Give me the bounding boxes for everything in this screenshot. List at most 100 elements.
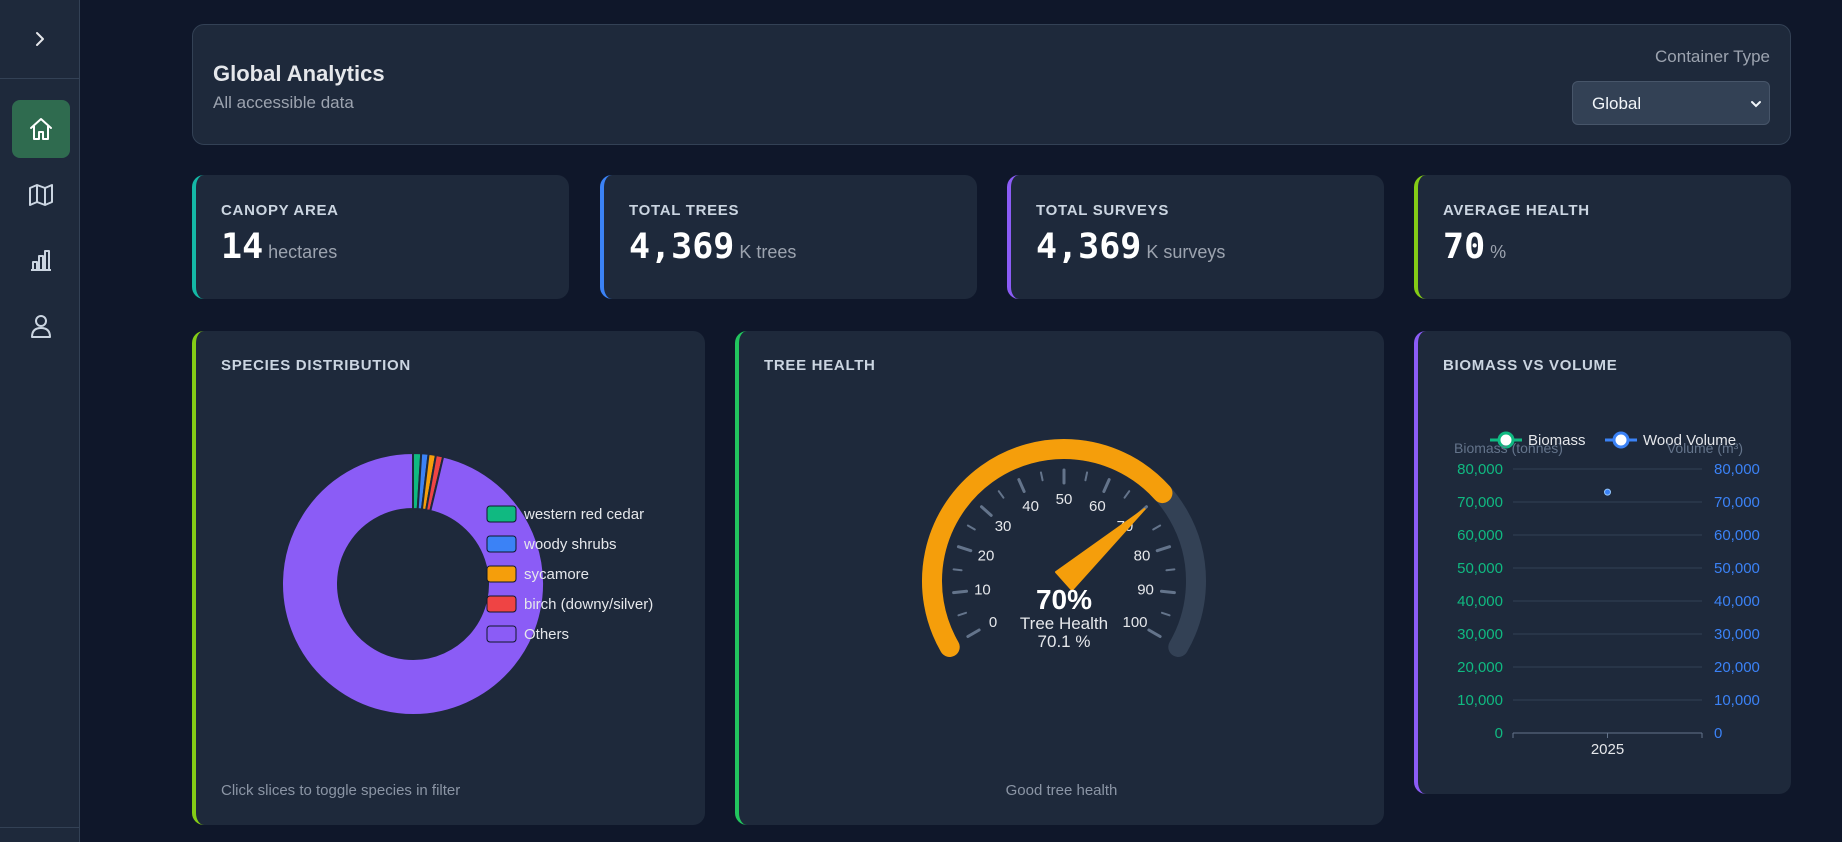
gauge-tick-label: 60	[1089, 498, 1106, 515]
stat-card-canopy-area: CANOPY AREA 14 hectares	[192, 175, 569, 299]
biomass-volume-panel: BIOMASS VS VOLUME Biomass Wood Volume Biom…	[1414, 331, 1791, 794]
x-tick-label: 2025	[1591, 741, 1624, 758]
y2-tick-label: 20,000	[1714, 659, 1760, 676]
sidebar-expand-button[interactable]	[0, 0, 80, 79]
gauge-tick	[997, 490, 1005, 499]
legend-marker	[1497, 431, 1515, 449]
y-tick-label: 70,000	[1457, 494, 1503, 511]
y-tick-label: 80,000	[1457, 461, 1503, 478]
gauge-name: Tree Health	[1020, 614, 1108, 633]
gauge-tick	[980, 505, 993, 517]
gauge-tick	[957, 611, 968, 617]
gauge-tick	[1039, 471, 1044, 482]
gauge-tick-label: 20	[978, 548, 995, 565]
gauge-tick	[1159, 589, 1176, 595]
donut-slice[interactable]	[281, 452, 545, 716]
legend-label: Biomass	[1528, 432, 1586, 449]
y-tick-label: 30,000	[1457, 626, 1503, 643]
stat-value: 70	[1443, 227, 1486, 267]
gauge-detail: 70.1 %	[1038, 632, 1091, 651]
gauge-tick-label: 10	[974, 582, 991, 599]
stat-label: TOTAL TREES	[629, 202, 740, 219]
stat-unit: K trees	[739, 242, 797, 262]
gauge-tick	[1084, 471, 1089, 482]
stat-value: 4,369	[629, 227, 735, 267]
sidebar	[0, 0, 80, 842]
stat-unit: hectares	[268, 242, 338, 262]
sidebar-item-profile[interactable]	[12, 297, 70, 355]
y-tick-label: 50,000	[1457, 560, 1503, 577]
gauge-tick	[1147, 628, 1162, 638]
page-subtitle: All accessible data	[213, 93, 354, 112]
gauge-tick	[966, 524, 976, 531]
stat-label: CANOPY AREA	[221, 202, 339, 219]
legend-swatch[interactable]	[486, 505, 517, 523]
tree-health-panel: TREE HEALTH 010203040506070809010070%Tre…	[735, 331, 1384, 825]
y-axis-title: Biomass (tonnes)	[1454, 440, 1563, 456]
stat-value: 4,369	[1036, 227, 1142, 267]
legend-swatch[interactable]	[486, 595, 517, 613]
gauge-tick	[956, 545, 973, 553]
species-distribution-panel: SPECIES DISTRIBUTION western red cedar wo…	[192, 331, 705, 825]
data-point	[1604, 488, 1611, 496]
y-tick-label: 60,000	[1457, 527, 1503, 544]
stat-value: 14	[221, 227, 264, 267]
biomass-volume-chart: Biomass Wood Volume Biomass (tonnes) Volume…	[1454, 431, 1760, 758]
legend-marker	[1612, 431, 1630, 449]
bar-chart-icon	[31, 250, 51, 271]
stat-card-average-health: AVERAGE HEALTH 70%	[1414, 175, 1791, 299]
legend-swatch[interactable]	[486, 565, 517, 583]
y-tick-label: 0	[1495, 725, 1503, 742]
legend-label: western red cedar	[523, 506, 644, 523]
health-status-text: Good tree health	[1005, 782, 1118, 799]
y2-tick-label: 70,000	[1714, 494, 1760, 511]
sidebar-item-map[interactable]	[12, 166, 70, 224]
container-type-value: Global	[1592, 94, 1642, 113]
legend-label: birch (downy/silver)	[524, 596, 653, 613]
stat-unit: %	[1490, 242, 1507, 262]
legend-swatch[interactable]	[486, 535, 517, 553]
gauge-tick-label: 30	[995, 518, 1012, 535]
gauge-tick	[952, 568, 963, 572]
sidebar-item-home[interactable]	[12, 100, 70, 158]
sidebar-item-analytics[interactable]	[12, 231, 70, 289]
gauge-tick-label: 100	[1122, 614, 1147, 631]
panel-title: SPECIES DISTRIBUTION	[221, 357, 411, 374]
panel-title: TREE HEALTH	[764, 357, 876, 374]
gauge-tick-label: 90	[1137, 582, 1154, 599]
y-tick-label: 20,000	[1457, 659, 1503, 676]
chevron-right-icon	[36, 32, 44, 46]
gauge-tick-label: 40	[1022, 498, 1039, 515]
gauge-tick-label: 0	[989, 614, 997, 631]
stat-card-total-trees: TOTAL TREES 4,369 K trees	[600, 175, 977, 299]
species-donut-chart: western red cedar woody shrubs sycamore bir…	[281, 452, 653, 716]
stat-label: AVERAGE HEALTH	[1443, 202, 1590, 219]
gauge-value-arc	[922, 439, 1173, 657]
gauge-tick	[1165, 568, 1176, 572]
page-header: Global Analytics All accessible data Con…	[192, 24, 1791, 145]
y2-tick-label: 50,000	[1714, 560, 1760, 577]
gauge-tick-label: 80	[1134, 548, 1151, 565]
user-icon	[31, 315, 51, 338]
container-type-select[interactable]: Global	[1572, 81, 1770, 125]
gauge-tick	[1102, 478, 1111, 493]
legend-label: Wood Volume	[1643, 432, 1736, 449]
y2-axis-title: Volume (m³)	[1667, 440, 1743, 456]
stat-label: TOTAL SURVEYS	[1036, 202, 1170, 219]
y2-tick-label: 30,000	[1714, 626, 1760, 643]
gauge-tick	[952, 589, 969, 595]
gauge-needle	[1055, 508, 1146, 591]
gauge-tick	[1152, 524, 1162, 531]
y-tick-label: 10,000	[1457, 692, 1503, 709]
legend-label: woody shrubs	[523, 536, 617, 553]
legend-swatch[interactable]	[486, 625, 517, 643]
y2-tick-label: 60,000	[1714, 527, 1760, 544]
gauge-tick-label: 50	[1056, 491, 1073, 508]
gauge-tick	[1160, 611, 1171, 617]
home-icon	[30, 118, 52, 140]
map-icon	[29, 184, 53, 206]
chevron-down-icon	[1751, 101, 1761, 108]
gauge-tick	[1123, 490, 1131, 499]
gauge-value-label: 70%	[1036, 584, 1092, 615]
stat-card-total-surveys: TOTAL SURVEYS 4,369 K surveys	[1007, 175, 1384, 299]
